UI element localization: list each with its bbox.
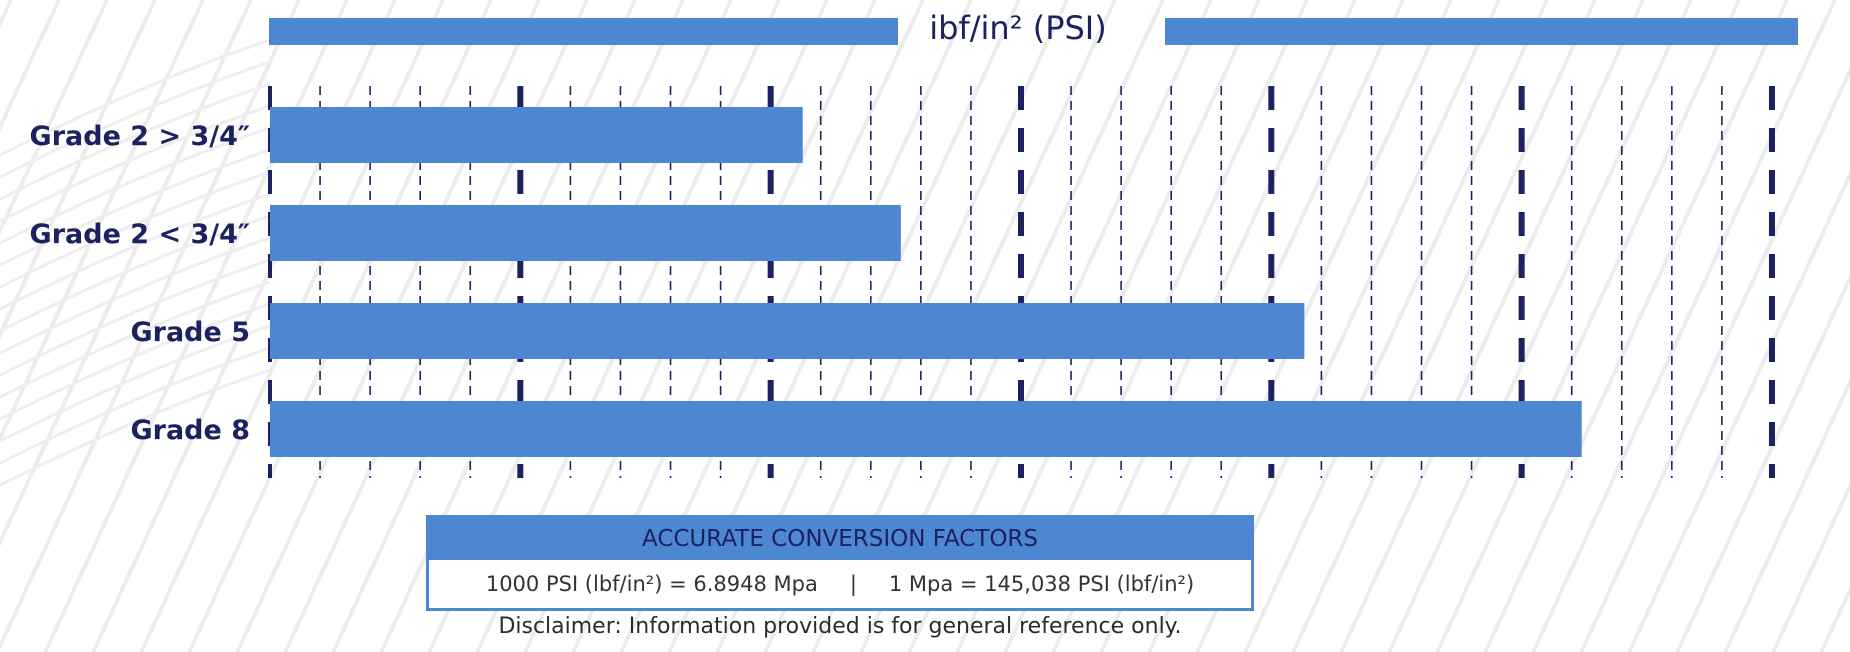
category-label: Grade 2 > 3/4″: [30, 121, 250, 152]
bar: [270, 401, 1582, 457]
disclaimer-text: Disclaimer: Information provided is for …: [498, 614, 1182, 639]
category-label: Grade 8: [130, 415, 250, 446]
category-label: Grade 2 < 3/4″: [30, 219, 250, 250]
bar: [270, 303, 1305, 359]
conversion-separator: |: [849, 572, 857, 596]
category-label: Grade 5: [130, 317, 250, 348]
title-bar-left: [269, 18, 898, 45]
unit-title: ibf/in² (PSI): [929, 9, 1107, 47]
conversion-mpa-to-psi: 1 Mpa = 145,038 PSI (lbf/in²): [888, 572, 1195, 596]
conversion-body: 1000 PSI (lbf/in²) = 6.8948 Mpa | 1 Mpa …: [429, 560, 1251, 608]
bar: [270, 107, 803, 163]
conversion-psi-to-mpa: 1000 PSI (lbf/in²) = 6.8948 Mpa: [485, 572, 818, 596]
conversion-factors-box: ACCURATE CONVERSION FACTORS 1000 PSI (lb…: [426, 515, 1254, 611]
conversion-header: ACCURATE CONVERSION FACTORS: [429, 518, 1251, 560]
title-bar-right: [1165, 18, 1798, 45]
bar: [270, 205, 901, 261]
